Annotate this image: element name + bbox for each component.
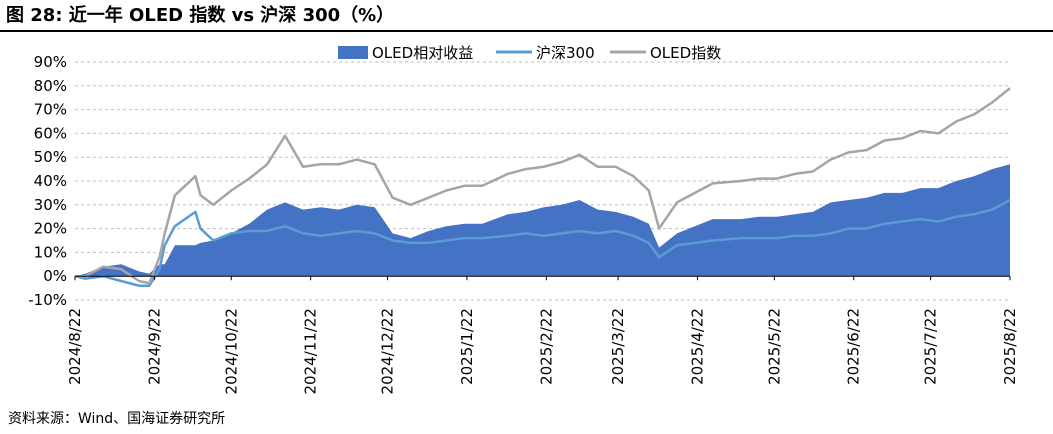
page-title: 图 28: 近一年 OLED 指数 vs 沪深 300（%）	[6, 5, 395, 26]
series-line-hs300	[74, 198, 1011, 287]
x-tick-label: 2025/3/22	[609, 308, 627, 385]
y-tick-label: 70%	[34, 101, 67, 119]
legend-label: OLED相对收益	[372, 44, 473, 62]
x-tick-label: 2024/10/22	[222, 308, 240, 394]
legend-swatch	[338, 46, 368, 59]
source-note: 资料来源：Wind、国海证券研究所	[8, 411, 226, 427]
y-tick-label: -10%	[28, 291, 67, 309]
legend-item-oled-index: OLED指数	[610, 44, 721, 62]
axis-layer: -10% 0% 10% 20% 30% 40% 50% 60% 70% 80% 90% 2024/8/…	[28, 53, 1019, 394]
legend-item-oled-relative: OLED相对收益	[338, 44, 473, 62]
x-tick-label: 2024/9/22	[145, 308, 163, 385]
x-tick-label: 2024/12/22	[379, 308, 397, 394]
legend-item-hs300: 沪深300	[496, 44, 595, 62]
legend: OLED相对收益 沪深300 OLED指数	[338, 44, 721, 62]
y-tick-label: 20%	[34, 220, 67, 238]
legend-label: OLED指数	[650, 44, 721, 62]
y-tick-label: 40%	[34, 172, 67, 190]
series-area-oled-relative	[75, 164, 1010, 277]
chart: -10% 0% 10% 20% 30% 40% 50% 60% 70% 80% 90% 2024/8/…	[28, 44, 1019, 394]
y-tick-label: 80%	[34, 77, 67, 95]
x-tick-label: 2025/7/22	[922, 308, 940, 385]
relative-area-layer	[75, 164, 1010, 277]
x-tick-label: 2025/6/22	[845, 308, 863, 385]
y-tick-label: 10%	[34, 243, 67, 261]
legend-label: 沪深300	[536, 44, 595, 62]
y-tick-label: 0%	[43, 267, 67, 285]
x-tick-label: 2025/4/22	[688, 308, 706, 385]
x-tick-label: 2024/11/22	[302, 308, 320, 394]
x-tick-label: 2024/8/22	[66, 308, 84, 385]
y-tick-label: 90%	[34, 53, 67, 71]
series-lines-layer	[74, 87, 1011, 287]
x-tick-label: 2025/2/22	[537, 308, 555, 385]
title-divider	[0, 30, 1053, 32]
x-tick-label: 2025/1/22	[458, 308, 476, 385]
series-line-oled-index	[75, 87, 1011, 285]
y-tick-label: 30%	[34, 196, 67, 214]
x-tick-label: 2025/5/22	[765, 308, 783, 385]
x-tick-label: 2025/8/22	[1001, 308, 1019, 385]
y-tick-label: 60%	[34, 124, 67, 142]
y-tick-label: 50%	[34, 148, 67, 166]
